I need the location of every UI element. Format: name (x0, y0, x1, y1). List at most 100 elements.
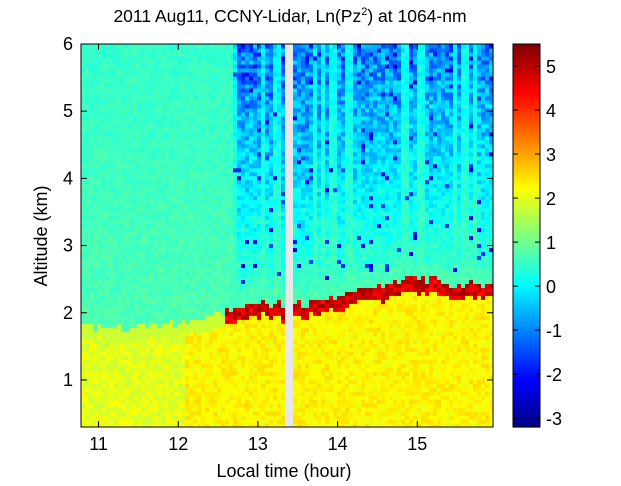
heatmap-cell (197, 59, 202, 65)
heatmap-cell (181, 199, 186, 205)
heatmap-cell (141, 407, 146, 412)
heatmap-cell (177, 311, 182, 316)
heatmap-cell (229, 47, 234, 53)
heatmap-cell (157, 343, 162, 348)
heatmap-cell (81, 83, 86, 89)
heatmap-cell (101, 215, 106, 221)
heatmap-cell (177, 99, 182, 105)
heatmap-cell (221, 267, 226, 273)
heatmap-cell (121, 323, 126, 328)
heatmap-cell (113, 379, 118, 384)
heatmap-cell (189, 115, 194, 121)
heatmap-cell (209, 44, 214, 49)
heatmap-cell (133, 275, 138, 280)
heatmap-cell (217, 267, 222, 273)
heatmap-cell (109, 323, 114, 328)
heatmap-cell (285, 175, 290, 181)
heatmap-cell (213, 387, 218, 392)
heatmap-cell (205, 227, 210, 233)
heatmap-cell (85, 207, 90, 213)
heatmap-cell (217, 59, 222, 65)
heatmap-cell (277, 303, 282, 308)
heatmap-cell (249, 191, 254, 197)
heatmap-cell (109, 59, 114, 65)
heatmap-cell (217, 351, 222, 356)
heatmap-cell (149, 111, 154, 117)
heatmap-cell (121, 223, 126, 229)
heatmap-cell (137, 79, 142, 85)
heatmap-cell (189, 59, 194, 65)
heatmap-cell (241, 111, 246, 117)
heatmap-cell (109, 287, 114, 292)
heatmap-cell (109, 171, 114, 177)
heatmap-cell (157, 51, 162, 57)
heatmap-cell (269, 399, 274, 404)
heatmap-cell (281, 191, 286, 197)
heatmap-cell (185, 419, 190, 424)
heatmap-cell (189, 251, 194, 257)
heatmap-cell (173, 103, 178, 109)
heatmap-cell (165, 383, 170, 388)
heatmap-cell (201, 231, 206, 237)
heatmap-cell (245, 95, 250, 101)
heatmap-cell (149, 231, 154, 237)
heatmap-cell (141, 195, 146, 201)
heatmap-cell (121, 331, 126, 336)
heatmap-cell (185, 327, 190, 332)
heatmap-cell (277, 379, 282, 384)
heatmap-cell (93, 215, 98, 221)
heatmap-cell (269, 395, 274, 400)
heatmap-cell (185, 63, 190, 69)
heatmap-cell (161, 287, 166, 292)
heatmap-cell (185, 359, 190, 364)
heatmap-cell (237, 403, 242, 408)
heatmap-cell (221, 259, 226, 265)
heatmap-cell (157, 143, 162, 149)
heatmap-cell (153, 319, 158, 324)
heatmap-cell (257, 167, 262, 173)
heatmap-cell (113, 179, 118, 185)
heatmap-cell (269, 183, 274, 189)
heatmap-cell (261, 207, 266, 213)
heatmap-cell (101, 383, 106, 388)
heatmap-cell (269, 283, 274, 288)
heatmap-cell (137, 407, 142, 412)
heatmap-cell (213, 131, 218, 137)
heatmap-cell (141, 367, 146, 372)
heatmap-cell (125, 247, 130, 253)
heatmap-cell (265, 387, 270, 392)
heatmap-cell (129, 115, 134, 121)
heatmap-cell (253, 51, 258, 57)
heatmap-cell (257, 247, 262, 253)
heatmap-cell (193, 367, 198, 372)
heatmap-cell (93, 355, 98, 360)
heatmap-cell (121, 71, 126, 77)
heatmap-cell (221, 203, 226, 209)
heatmap-cell (161, 371, 166, 376)
heatmap-cell (145, 299, 150, 304)
heatmap-cell (197, 335, 202, 340)
heatmap-cell (197, 219, 202, 225)
heatmap-cell (133, 239, 138, 245)
heatmap-cell (109, 403, 114, 408)
heatmap-cell (185, 407, 190, 412)
heatmap-cell (257, 287, 262, 292)
heatmap-cell (233, 99, 238, 105)
heatmap-cell (253, 215, 258, 221)
heatmap-cell (213, 55, 218, 61)
heatmap-cell (117, 207, 122, 213)
heatmap-cell (269, 79, 274, 85)
heatmap-cell (81, 235, 86, 241)
heatmap-cell (241, 419, 246, 424)
heatmap-cell (277, 395, 282, 400)
heatmap-cell (217, 339, 222, 344)
heatmap-cell (177, 407, 182, 412)
heatmap-cell (97, 223, 102, 229)
heatmap-cell (189, 135, 194, 141)
heatmap-cell (101, 355, 106, 360)
heatmap-cell (105, 247, 110, 253)
heatmap-cell (181, 223, 186, 229)
heatmap-cell (101, 103, 106, 109)
heatmap-cell (281, 147, 286, 153)
heatmap-cell (93, 59, 98, 65)
